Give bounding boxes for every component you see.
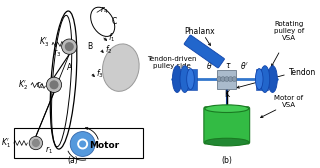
Text: $f_3$: $f_3$ [96,67,104,80]
Text: $r_4$: $r_4$ [100,5,109,16]
FancyBboxPatch shape [204,107,250,144]
Circle shape [33,140,39,146]
Text: O: O [33,139,39,148]
Circle shape [228,77,233,81]
Text: $K_2'$: $K_2'$ [18,78,28,92]
FancyBboxPatch shape [217,70,236,89]
Circle shape [66,43,73,50]
Ellipse shape [180,66,189,92]
Text: $K_1'$: $K_1'$ [1,136,11,150]
Circle shape [220,77,225,81]
Text: $r_2$: $r_2$ [36,79,44,91]
Ellipse shape [260,66,270,92]
Circle shape [29,136,43,150]
Ellipse shape [255,69,263,90]
Circle shape [80,141,85,147]
FancyBboxPatch shape [256,69,268,90]
Text: (a): (a) [68,156,78,165]
Ellipse shape [172,66,182,92]
Text: $\theta$: $\theta$ [206,60,213,71]
Circle shape [232,77,237,81]
Ellipse shape [205,138,249,146]
Text: $\tau$: $\tau$ [225,61,232,70]
FancyBboxPatch shape [14,128,143,158]
FancyBboxPatch shape [184,35,224,68]
Text: B: B [88,42,93,51]
Text: $\theta'$: $\theta'$ [240,60,248,71]
Circle shape [50,81,58,89]
Text: $r_1$: $r_1$ [45,145,53,156]
Text: Tendon: Tendon [289,68,316,77]
Text: $f_2$: $f_2$ [105,43,112,56]
Ellipse shape [205,105,249,113]
Text: A: A [67,63,72,72]
Text: C: C [111,17,117,26]
Text: Rotating
pulley of
VSA: Rotating pulley of VSA [274,21,304,41]
Text: Motor of
VSA: Motor of VSA [274,95,303,108]
Ellipse shape [102,44,139,91]
Circle shape [217,77,221,81]
Text: $f_1$: $f_1$ [108,32,116,44]
Circle shape [70,132,95,156]
Circle shape [46,77,62,92]
Text: Phalanx: Phalanx [184,27,214,36]
Circle shape [224,77,229,81]
Text: Motor: Motor [90,141,120,150]
Text: $K_3'$: $K_3'$ [39,35,49,49]
Circle shape [78,139,87,149]
FancyBboxPatch shape [186,69,197,90]
Ellipse shape [268,66,277,92]
Circle shape [62,39,77,54]
Ellipse shape [187,69,194,90]
Text: (b): (b) [221,156,232,165]
Text: K: K [224,90,229,99]
Text: Tendon-driven
pulley side: Tendon-driven pulley side [147,56,196,69]
Text: $r_3$: $r_3$ [53,48,62,59]
